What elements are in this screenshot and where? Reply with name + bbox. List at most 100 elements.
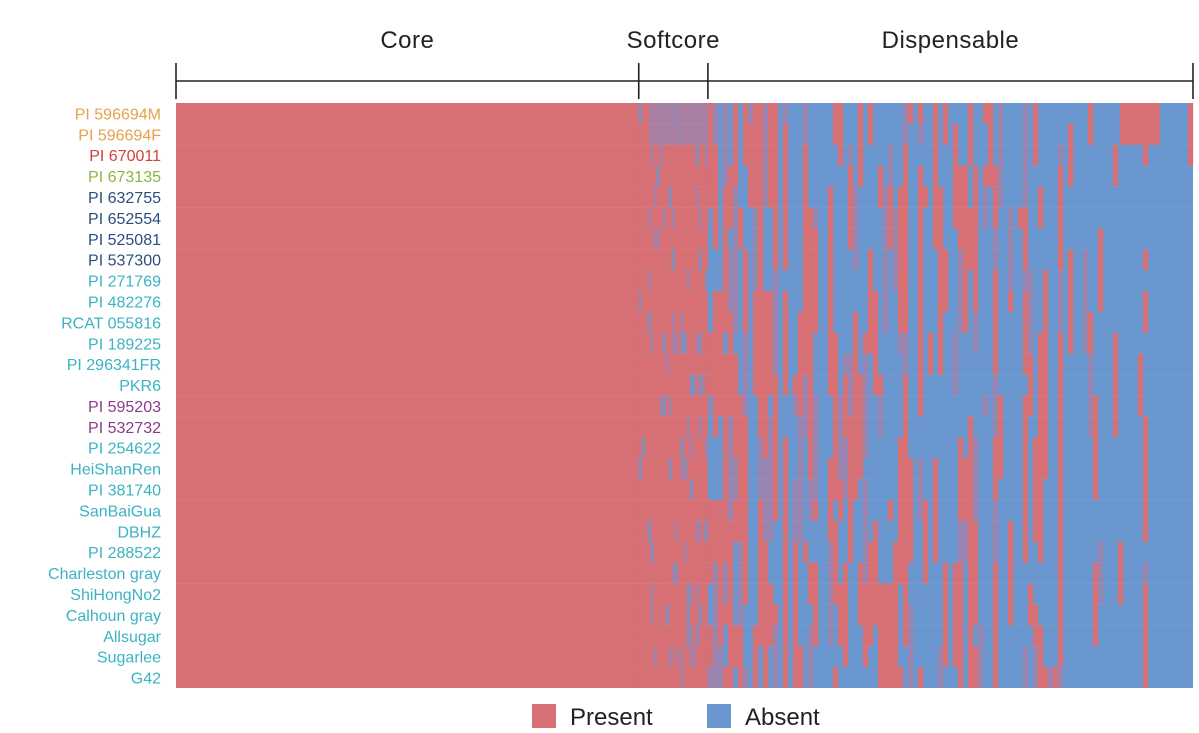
softcore-top-region xyxy=(648,103,708,145)
dispensable-present-cell xyxy=(877,165,884,208)
dispensable-present-cell xyxy=(747,123,754,208)
softcore-cell xyxy=(656,165,660,187)
dispensable-present-cell xyxy=(1087,103,1094,145)
dispensable-present-cell xyxy=(892,207,899,292)
dispensable-present-cell xyxy=(717,291,724,312)
dispensable-present-cell xyxy=(717,646,724,688)
dispensable-present-cell xyxy=(992,499,999,563)
dispensable-present-cell xyxy=(797,646,804,688)
dispensable-present-cell xyxy=(782,667,789,688)
dispensable-present-cell xyxy=(807,458,814,480)
dispensable-present-cell xyxy=(852,186,859,271)
dispensable-present-cell xyxy=(802,207,809,271)
dispensable-present-cell xyxy=(722,103,729,187)
dispensable-present-cell xyxy=(782,625,789,668)
legend-swatch-absent xyxy=(707,704,731,728)
dispensable-present-cell xyxy=(992,165,999,229)
dispensable-present-cell xyxy=(962,479,969,521)
softcore-cell xyxy=(707,458,711,480)
softcore-cell xyxy=(638,458,642,480)
dispensable-present-cell xyxy=(847,520,854,563)
dispensable-present-cell xyxy=(1057,625,1064,668)
dispensable-present-cell xyxy=(972,165,979,250)
dispensable-present-cell xyxy=(742,249,749,312)
dispensable-present-cell xyxy=(712,667,719,688)
dispensable-present-cell xyxy=(1022,395,1029,459)
dispensable-present-cell xyxy=(1032,103,1039,166)
softcore-cell xyxy=(689,646,693,668)
dispensable-present-cell xyxy=(907,458,914,563)
softcore-cell xyxy=(704,520,708,542)
row-label: SanBaiGua xyxy=(79,503,161,520)
dispensable-present-cell xyxy=(802,144,809,208)
dispensable-present-cell xyxy=(1032,604,1039,647)
dispensable-present-cell xyxy=(907,103,914,124)
dispensable-present-cell xyxy=(717,541,724,563)
dispensable-present-cell xyxy=(1037,332,1044,396)
dispensable-present-cell xyxy=(867,249,874,354)
row-label: RCAT 055816 xyxy=(61,315,161,332)
softcore-cell xyxy=(698,249,702,271)
dispensable-present-cell xyxy=(707,625,714,668)
dispensable-present-cell xyxy=(757,353,764,438)
dispensable-present-cell xyxy=(832,103,839,145)
dispensable-present-cell xyxy=(757,541,764,647)
softcore-cell xyxy=(641,437,645,459)
dispensable-present-cell xyxy=(887,583,894,688)
dispensable-present-cell xyxy=(782,437,789,542)
row-label: ShiHongNo2 xyxy=(70,587,161,604)
dispensable-present-cell xyxy=(1022,270,1029,292)
dispensable-present-cell xyxy=(982,165,989,187)
softcore-cell xyxy=(680,311,684,333)
dispensable-present-cell xyxy=(882,583,889,688)
dispensable-present-cell xyxy=(797,479,804,542)
dispensable-present-cell xyxy=(1052,667,1059,688)
dispensable-present-cell xyxy=(792,395,799,417)
dispensable-present-cell xyxy=(847,416,854,521)
dispensable-present-cell xyxy=(962,165,969,271)
dispensable-present-cell xyxy=(722,667,729,688)
dispensable-present-cell xyxy=(737,625,744,688)
softcore-cell xyxy=(707,395,711,417)
dispensable-present-cell xyxy=(862,353,869,459)
dispensable-present-cell xyxy=(982,103,989,124)
dispensable-present-cell xyxy=(972,520,979,626)
dispensable-present-cell xyxy=(807,416,814,459)
dispensable-present-cell xyxy=(1142,562,1149,584)
softcore-cell xyxy=(683,541,687,563)
dispensable-present-cell xyxy=(957,437,964,459)
dispensable-present-cell xyxy=(757,270,764,354)
dispensable-present-cell xyxy=(957,458,964,521)
dispensable-present-cell xyxy=(1027,270,1034,354)
softcore-cell xyxy=(662,395,666,417)
dispensable-present-cell xyxy=(857,103,864,187)
dispensable-present-cell xyxy=(967,604,974,647)
dispensable-present-cell xyxy=(807,207,814,229)
dispensable-present-cell xyxy=(712,103,719,145)
dispensable-present-cell xyxy=(892,646,899,688)
dispensable-present-cell xyxy=(837,479,844,521)
dispensable-present-cell xyxy=(1087,353,1094,438)
softcore-cell xyxy=(698,207,702,229)
row-label: PI 296341FR xyxy=(67,357,161,374)
dispensable-present-cell xyxy=(812,228,819,333)
section-label-softcore: Softcore xyxy=(627,27,720,54)
dispensable-present-cell xyxy=(732,625,739,668)
dispensable-present-cell xyxy=(767,103,774,208)
row-label: HeiShanRen xyxy=(70,462,161,479)
softcore-cell xyxy=(695,583,699,605)
dispensable-present-cell xyxy=(967,144,974,166)
dispensable-present-cell xyxy=(1027,353,1034,417)
dispensable-present-cell xyxy=(862,332,869,354)
dispensable-present-cell xyxy=(832,437,839,500)
dispensable-present-cell xyxy=(1042,374,1049,480)
dispensable-present-cell xyxy=(742,667,749,688)
dispensable-present-cell xyxy=(927,332,934,375)
dispensable-present-cell xyxy=(1037,186,1044,208)
softcore-cell xyxy=(647,311,651,333)
dispensable-present-cell xyxy=(767,458,774,542)
dispensable-present-cell xyxy=(772,103,779,208)
dispensable-present-cell xyxy=(737,458,744,542)
dispensable-present-cell xyxy=(717,499,724,542)
dispensable-present-cell xyxy=(737,207,744,250)
